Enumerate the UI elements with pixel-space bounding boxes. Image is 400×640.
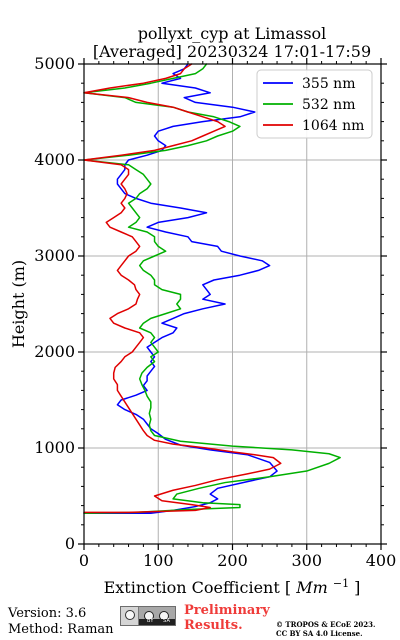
y-tick-label: 2000: [34, 342, 75, 361]
preliminary-line-2: Results.: [184, 618, 243, 633]
chart-title-line2: [Averaged] 20230324 17:01-17:59: [93, 42, 371, 61]
cc-badge-by-text: BY: [147, 618, 154, 624]
preliminary-results-note: Preliminary Results.: [184, 603, 276, 633]
x-tick-label: 400: [366, 551, 397, 570]
y-tick-label: 0: [65, 534, 75, 553]
x-axis-label-unit: Mm: [295, 578, 328, 597]
x-axis-label-end: ]: [354, 578, 360, 597]
x-tick-label: 200: [217, 551, 248, 570]
y-tick-label: 4000: [34, 150, 75, 169]
grid-layer: [84, 64, 381, 544]
copyright-line-1: © TROPOS & ECoE 2023.: [276, 620, 376, 629]
x-axis-label-sup: −1: [333, 577, 349, 590]
legend-label: 532 nm: [302, 97, 355, 113]
series-line-1064-nm: [83, 63, 282, 514]
x-tick-label: 100: [143, 551, 174, 570]
cc-badge-sa-text: SA: [163, 618, 171, 624]
legend-box: [256, 69, 373, 139]
preliminary-line-1: Preliminary: [184, 603, 270, 618]
series-layer: [83, 63, 341, 515]
y-tick-label: 5000: [34, 54, 75, 73]
copyright-note: © TROPOS & ECoE 2023. CC BY SA 4.0 Licen…: [276, 620, 396, 638]
copyright-line-2: CC BY SA 4.0 License.: [276, 629, 363, 638]
y-tick-label: 3000: [34, 246, 75, 265]
y-tick-label: 1000: [34, 438, 75, 457]
chart-title: pollyxt_cyp at Limassol [Averaged] 20230…: [93, 24, 371, 61]
x-axis-label-main: Extinction Coefficient [: [104, 578, 292, 597]
x-tick-label: 300: [291, 551, 322, 570]
creative-commons-icon: [125, 610, 135, 620]
y-axis-label: Height (m): [9, 260, 28, 348]
legend-label: 1064 nm: [302, 118, 364, 134]
x-axis-label: Extinction Coefficient [ Mm −1 ]: [104, 577, 361, 597]
legend-label: 355 nm: [302, 76, 355, 92]
method-label: Method: Raman: [8, 622, 114, 637]
cc-badge-left-panel: [121, 607, 139, 625]
series-line-532-nm: [83, 63, 341, 515]
cc-license-badge: BY SA: [120, 606, 176, 626]
version-label: Version: 3.6: [8, 606, 87, 621]
x-tick-label: 0: [79, 551, 89, 570]
chart-title-line1: pollyxt_cyp at Limassol: [138, 24, 327, 43]
cc-badge-strip: BY SA: [139, 618, 175, 625]
legend: 355 nm 532 nm 1064 nm: [256, 69, 373, 139]
